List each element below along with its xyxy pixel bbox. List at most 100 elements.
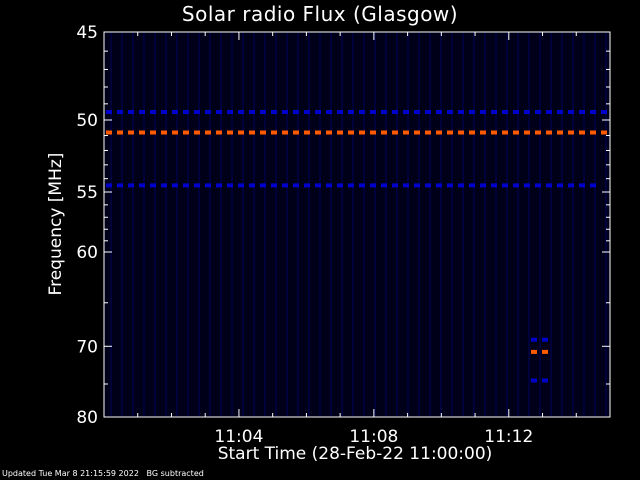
emission-segment xyxy=(293,183,299,188)
x-axis-ticks: 11:04 11:08 11:12 xyxy=(137,32,577,447)
emission-segment xyxy=(194,110,200,114)
emission-segment xyxy=(117,130,123,135)
bg-stripe xyxy=(407,33,409,416)
bg-stripe xyxy=(275,33,277,416)
emission-segment xyxy=(216,130,222,135)
emission-segment xyxy=(542,337,548,342)
y-tick-label: 60 xyxy=(76,243,98,263)
emission-segment xyxy=(535,110,541,114)
emission-segment xyxy=(524,183,530,188)
emission-segment xyxy=(546,183,552,188)
emission-segment xyxy=(359,183,365,188)
emission-segment xyxy=(194,183,200,188)
emission-segment xyxy=(414,110,420,114)
emission-segment xyxy=(337,110,343,114)
bg-stripe xyxy=(264,33,266,416)
emission-segment xyxy=(579,130,585,135)
emission-segment xyxy=(359,130,365,135)
bg-stripe xyxy=(539,33,541,416)
emission-segment xyxy=(194,130,200,135)
emission-features xyxy=(106,110,607,383)
emission-segment xyxy=(425,130,431,135)
emission-segment xyxy=(469,130,475,135)
emission-segment xyxy=(260,183,266,188)
emission-segment xyxy=(557,130,563,135)
emission-segment xyxy=(590,183,596,188)
emission-segment xyxy=(469,110,475,114)
bg-stripe xyxy=(154,33,156,416)
emission-segment xyxy=(271,130,277,135)
emission-segment xyxy=(326,183,332,188)
emission-segment xyxy=(205,183,211,188)
emission-segment xyxy=(117,183,123,188)
emission-segment xyxy=(161,183,167,188)
emission-segment xyxy=(337,183,343,188)
emission-segment xyxy=(183,183,189,188)
emission-segment xyxy=(491,183,497,188)
bg-stripe xyxy=(341,33,343,416)
emission-segment xyxy=(546,130,552,135)
bg-stripe xyxy=(506,33,508,416)
emission-segment xyxy=(458,183,464,188)
bg-stripe xyxy=(594,33,596,416)
emission-segment xyxy=(403,110,409,114)
y-tick-label: 70 xyxy=(76,337,98,357)
emission-segment xyxy=(601,110,607,114)
emission-segment xyxy=(106,130,112,135)
bg-stripe xyxy=(176,33,178,416)
bg-stripe xyxy=(253,33,255,416)
emission-segment xyxy=(513,130,519,135)
footer-status: Updated Tue Mar 8 21:15:59 2022 BG subtr… xyxy=(2,469,204,478)
plot-area xyxy=(104,32,610,417)
emission-segment xyxy=(480,183,486,188)
emission-segment xyxy=(590,130,596,135)
emission-segment xyxy=(531,337,537,342)
emission-segment xyxy=(271,110,277,114)
emission-segment xyxy=(469,183,475,188)
bg-stripe xyxy=(165,33,167,416)
y-tick-label: 45 xyxy=(76,23,98,43)
emission-segment xyxy=(392,183,398,188)
bg-stripe xyxy=(110,33,112,416)
emission-segment xyxy=(106,110,112,114)
emission-segment xyxy=(304,130,310,135)
emission-segment xyxy=(282,110,288,114)
emission-segment xyxy=(117,110,123,114)
emission-segment xyxy=(557,110,563,114)
bg-stripe xyxy=(440,33,442,416)
emission-segment xyxy=(249,183,255,188)
bg-stripe xyxy=(220,33,222,416)
emission-segment xyxy=(293,110,299,114)
emission-segment xyxy=(128,130,134,135)
emission-segment xyxy=(161,130,167,135)
emission-segment xyxy=(260,110,266,114)
bg-stripe xyxy=(550,33,552,416)
emission-segment xyxy=(249,110,255,114)
emission-segment xyxy=(106,183,112,188)
emission-segment xyxy=(260,130,266,135)
emission-segment xyxy=(381,130,387,135)
bg-stripe xyxy=(473,33,475,416)
bg-stripe xyxy=(429,33,431,416)
emission-segment xyxy=(531,378,537,383)
bg-stripe xyxy=(231,33,233,416)
emission-segment xyxy=(513,110,519,114)
emission-segment xyxy=(535,183,541,188)
bg-stripe xyxy=(352,33,354,416)
emission-segment xyxy=(513,183,519,188)
emission-segment xyxy=(128,110,134,114)
emission-segment xyxy=(458,130,464,135)
bg-stripe xyxy=(143,33,145,416)
bg-stripe xyxy=(374,33,376,416)
bg-stripe xyxy=(572,33,574,416)
emission-segment xyxy=(447,183,453,188)
emission-segment xyxy=(425,110,431,114)
emission-segment xyxy=(436,130,442,135)
emission-segment xyxy=(436,183,442,188)
emission-segment xyxy=(542,349,548,354)
emission-segment xyxy=(524,110,530,114)
emission-segment xyxy=(216,183,222,188)
emission-segment xyxy=(348,130,354,135)
emission-segment xyxy=(238,183,244,188)
